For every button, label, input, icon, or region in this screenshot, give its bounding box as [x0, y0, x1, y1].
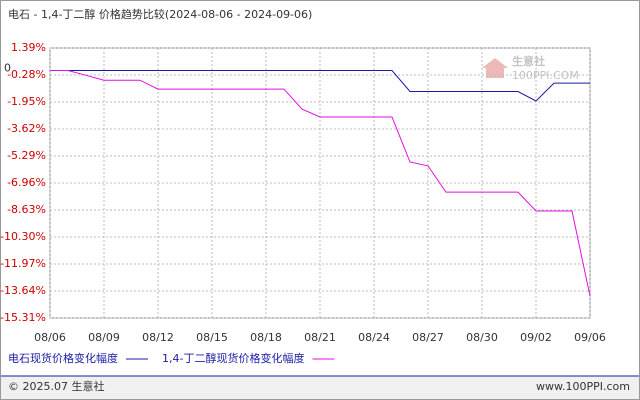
footer-copyright: © 2025.07 生意社 [8, 379, 104, 393]
chart-title: 电石 - 1,4-丁二醇 价格趋势比较(2024-08-06 - 2024-09… [8, 7, 312, 21]
legend-label: 1,4-丁二醇现货价格变化幅度 [162, 351, 304, 365]
x-tick-label: 09/06 [574, 331, 606, 344]
x-tick-label: 08/15 [196, 331, 228, 344]
y-tick-label: -0.28% [7, 68, 46, 81]
zero-label: 0 [4, 61, 11, 74]
watermark: 生意社 100PPI.COM [482, 54, 579, 82]
y-tick-label: -1.95% [7, 95, 46, 108]
y-tick-label: -8.63% [7, 203, 46, 216]
x-tick-label: 08/24 [358, 331, 390, 344]
watermark-site: 100PPI.COM [512, 69, 579, 82]
y-tick-label: -10.30% [0, 230, 46, 243]
y-tick-label: -3.62% [7, 122, 46, 135]
watermark-logo [482, 58, 508, 78]
y-tick-label: -5.29% [7, 149, 46, 162]
x-tick-label: 08/12 [142, 331, 174, 344]
y-tick-label: -11.97% [0, 257, 46, 270]
x-tick-label: 08/18 [250, 331, 282, 344]
footer-site: www.100PPI.com [536, 380, 630, 393]
y-tick-label: -6.96% [7, 176, 46, 189]
series-line [50, 70, 591, 297]
footer-band [1, 376, 639, 399]
x-tick-label: 09/02 [520, 331, 552, 344]
x-tick-label: 08/30 [466, 331, 498, 344]
legend-label: 电石现货价格变化幅度 [8, 351, 118, 365]
y-tick-label: -15.31% [0, 311, 46, 324]
x-tick-label: 08/09 [88, 331, 120, 344]
watermark-name: 生意社 [512, 54, 545, 68]
x-tick-label: 08/27 [412, 331, 444, 344]
x-tick-label: 08/21 [304, 331, 336, 344]
x-tick-label: 08/06 [34, 331, 66, 344]
y-tick-label: -13.64% [0, 284, 46, 297]
series-line [50, 70, 590, 102]
y-tick-label: 1.39% [11, 41, 46, 54]
